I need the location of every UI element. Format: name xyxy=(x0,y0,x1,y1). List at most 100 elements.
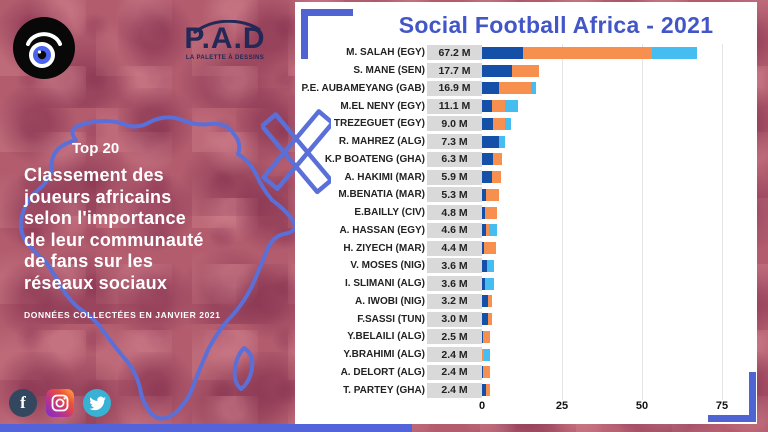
bar-segment-facebook xyxy=(482,313,488,326)
bar-segment-twitter xyxy=(486,259,494,272)
player-value: 4.8 M xyxy=(427,205,482,221)
bar-segment-facebook xyxy=(482,64,513,77)
africa-map-outline xyxy=(18,115,297,421)
player-name: M.EL NENY (EGY) xyxy=(340,100,425,112)
player-row: H. ZIYECH (MAR) 4.4 M xyxy=(295,239,750,257)
headline-line: de fans sur les xyxy=(24,251,154,271)
player-value: 2.5 M xyxy=(427,329,482,345)
x-decoration-icon xyxy=(261,109,331,195)
player-bar xyxy=(482,366,750,379)
social-icons-row: f xyxy=(9,389,111,417)
bar-segment-facebook xyxy=(482,117,493,130)
bar-segment-facebook xyxy=(482,171,492,184)
bar-segment-instagram xyxy=(482,348,484,361)
headline-line: selon l'importance xyxy=(24,208,186,228)
player-bar xyxy=(482,224,750,237)
facebook-icon[interactable]: f xyxy=(9,389,37,417)
player-name: TREZEGUET (EGY) xyxy=(333,118,425,130)
bar-segment-instagram xyxy=(522,46,653,59)
bar-segment-instagram xyxy=(486,224,490,237)
player-value: 2.4 M xyxy=(427,347,482,363)
player-name: I. SLIMANI (ALG) xyxy=(345,278,425,290)
bar-segment-instagram xyxy=(487,295,493,308)
bar-segment-instagram xyxy=(498,82,532,95)
headline-line: de leur communauté xyxy=(24,229,204,250)
player-bar xyxy=(482,206,750,219)
player-row: S. MANE (SEN) 17.7 M xyxy=(295,62,750,80)
bar-segment-facebook xyxy=(482,135,499,148)
corner-bracket-bottom-right xyxy=(708,372,756,422)
x-tick-label: 25 xyxy=(555,400,569,412)
player-name: A. IWOBI (NIG) xyxy=(355,295,425,307)
twitter-icon[interactable] xyxy=(83,389,111,417)
gridline-75 xyxy=(722,44,723,400)
bar-segment-facebook xyxy=(482,384,486,397)
player-bar xyxy=(482,153,750,166)
bar-segment-facebook xyxy=(482,153,493,166)
player-row: E.BAILLY (CIV) 4.8 M xyxy=(295,204,750,222)
gridline-25 xyxy=(562,44,563,400)
left-panel: P.A.D LA PALETTE À DESSINS Top 20 Classe… xyxy=(0,0,297,432)
bar-segment-instagram xyxy=(492,100,505,113)
instagram-icon[interactable] xyxy=(46,389,74,417)
chart-title: Social Football Africa - 2021 xyxy=(398,12,714,38)
bar-segment-facebook xyxy=(482,188,486,201)
player-bar xyxy=(482,117,750,130)
bar-segment-facebook xyxy=(482,206,486,219)
chart-gridlines xyxy=(482,44,732,400)
bar-segment-instagram xyxy=(482,366,490,379)
player-name: E.BAILLY (CIV) xyxy=(354,207,425,219)
player-row: A. HAKIMI (MAR) 5.9 M xyxy=(295,168,750,186)
bar-segment-facebook xyxy=(482,330,484,343)
bar-segment-facebook xyxy=(482,295,488,308)
player-row: A. IWOBI (NIG) 3.2 M xyxy=(295,293,750,311)
bar-segment-instagram xyxy=(491,171,501,184)
bar-segment-facebook xyxy=(482,82,499,95)
player-row: Y.BRAHIMI (ALG) 2.4 M xyxy=(295,346,750,364)
player-name: A. HASSAN (EGY) xyxy=(339,224,425,236)
player-name: Y.BRAHIMI (ALG) xyxy=(343,349,425,361)
player-bar xyxy=(482,171,750,184)
player-value: 3.6 M xyxy=(427,276,482,292)
player-name: Y.BELAILI (ALG) xyxy=(347,331,425,343)
player-value: 67.2 M xyxy=(427,45,482,61)
player-name: H. ZIYECH (MAR) xyxy=(343,242,425,254)
bar-segment-twitter xyxy=(652,46,698,59)
bar-segment-facebook xyxy=(482,242,484,255)
bar-segment-twitter xyxy=(498,135,506,148)
player-name: A. DELORT (ALG) xyxy=(340,366,425,378)
player-row: M. SALAH (EGY) 67.2 M xyxy=(295,44,750,62)
bar-segment-facebook xyxy=(482,46,523,59)
bar-segment-twitter xyxy=(504,117,511,130)
player-row: A. HASSAN (EGY) 4.6 M xyxy=(295,222,750,240)
player-bar xyxy=(482,330,750,343)
player-row: M.EL NENY (EGY) 11.1 M xyxy=(295,97,750,115)
bar-segment-twitter xyxy=(531,82,537,95)
player-bar xyxy=(482,100,750,113)
bar-segment-instagram xyxy=(485,206,498,219)
x-tick-label: 0 xyxy=(478,400,486,412)
bar-segment-twitter xyxy=(504,100,518,113)
headline-line: réseaux sociaux xyxy=(24,272,168,293)
player-bar xyxy=(482,82,750,95)
player-name: F.SASSI (TUN) xyxy=(357,313,425,325)
player-name: S. MANE (SEN) xyxy=(353,65,425,77)
bar-segment-instagram xyxy=(492,153,503,166)
player-bar xyxy=(482,348,750,361)
bar-segment-instagram xyxy=(483,330,490,343)
bar-segment-instagram xyxy=(485,188,499,201)
player-row: TREZEGUET (EGY) 9.0 M xyxy=(295,115,750,133)
bar-segment-instagram xyxy=(487,313,492,326)
player-value: 3.2 M xyxy=(427,293,482,309)
pad-logo-tagline: LA PALETTE À DESSINS xyxy=(185,55,265,61)
bar-segment-facebook xyxy=(482,277,486,290)
player-name: A. HAKIMI (MAR) xyxy=(344,171,425,183)
player-value: 4.4 M xyxy=(427,240,482,256)
bar-segment-facebook xyxy=(482,259,487,272)
bar-segment-facebook xyxy=(482,224,487,237)
bar-segment-instagram xyxy=(492,117,505,130)
player-name: M. SALAH (EGY) xyxy=(346,47,425,59)
headline: Classement des joueurs africains selon l'i… xyxy=(24,165,221,294)
player-value: 16.9 M xyxy=(427,80,482,96)
gridline-50 xyxy=(642,44,643,400)
